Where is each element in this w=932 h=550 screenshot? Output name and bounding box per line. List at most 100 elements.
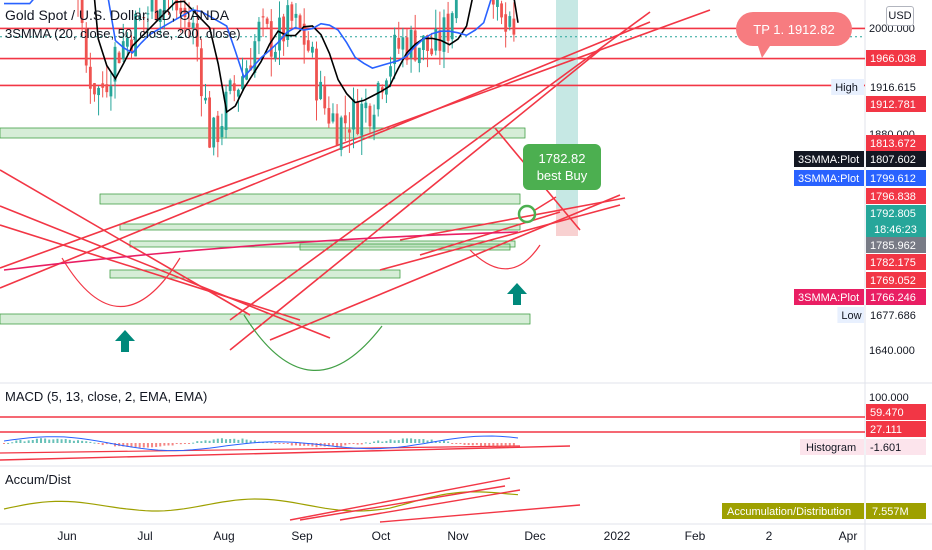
- candle-body: [496, 0, 499, 7]
- macd-histogram-bar: [401, 438, 404, 443]
- macd-histogram-bar: [475, 443, 478, 445]
- main-pane[interactable]: 1782.82 best Buy TP 1. 1912.82: [0, 0, 865, 371]
- macd-label-box: [866, 404, 926, 420]
- currency-button[interactable]: USD: [886, 6, 914, 26]
- macd-histogram-bar: [331, 443, 334, 446]
- candle-body: [142, 17, 146, 19]
- candle-body: [117, 52, 121, 64]
- macd-histogram-bar: [455, 443, 458, 444]
- macd-histogram-bar: [192, 442, 195, 444]
- time-tick-label: Apr: [839, 529, 858, 543]
- buy-marker: [517, 204, 537, 224]
- candle-body: [422, 35, 425, 50]
- macd-histogram-bar: [245, 439, 248, 443]
- macd-histogram-bar: [471, 443, 474, 446]
- macd-pane[interactable]: [0, 416, 865, 461]
- macd-histogram-bar: [237, 439, 240, 443]
- price-label: 1799.612: [870, 173, 916, 185]
- macd-histogram-bar: [381, 441, 384, 443]
- candle-body: [331, 113, 335, 122]
- macd-label: -1.601: [870, 442, 901, 454]
- time-tick-label: 2022: [604, 529, 631, 543]
- macd-histogram-bar: [426, 440, 429, 443]
- best-buy-price: 1782.82: [539, 151, 586, 166]
- time-axis[interactable]: Jun Jul Aug Sep Oct Nov Dec 2022 Feb 2 Apr: [57, 529, 857, 543]
- candle-body: [454, 0, 458, 19]
- candle-body: [401, 37, 405, 50]
- candle-body: [253, 41, 257, 73]
- candle-body: [195, 23, 199, 47]
- candle-body: [311, 46, 314, 53]
- candle-body: [368, 105, 372, 127]
- macd-histogram-bar: [504, 443, 507, 448]
- candle-body: [356, 101, 360, 134]
- candle-body: [273, 51, 277, 59]
- candle-body: [298, 15, 302, 29]
- series-tag: Low: [841, 310, 861, 322]
- support-zone: [0, 127, 526, 139]
- macd-histogram-bar: [155, 443, 158, 448]
- candle-body: [154, 0, 158, 20]
- candle-body: [372, 114, 376, 130]
- time-tick-label: Aug: [213, 529, 234, 543]
- candle-body: [397, 37, 401, 49]
- macd-histogram-bar: [159, 443, 162, 447]
- macd-histogram-bar: [278, 443, 281, 444]
- candle-body: [302, 23, 306, 45]
- macd-histogram-bar: [208, 440, 211, 443]
- indicator-legend[interactable]: 3SMMA (20, close, 50, close, 200, close): [5, 26, 241, 41]
- candle-body: [269, 21, 273, 57]
- series-tag-box: [794, 151, 864, 167]
- macd-trend-line: [0, 445, 571, 461]
- series-tag: 3SMMA:Plot: [798, 173, 859, 185]
- candle-body: [187, 22, 191, 28]
- candle-body: [315, 48, 318, 101]
- macd-histogram-bar: [216, 438, 219, 443]
- macd-legend[interactable]: MACD (5, 13, close, 2, EMA, EMA): [5, 389, 208, 404]
- best-buy-callout: [523, 144, 601, 190]
- macd-histogram-bar: [138, 443, 141, 448]
- macd-histogram-bar: [81, 440, 84, 443]
- candle-body: [389, 66, 392, 77]
- accum-dist-legend[interactable]: Accum/Dist: [5, 472, 71, 487]
- support-zone: [99, 193, 521, 205]
- candle-body: [360, 103, 364, 136]
- macd-histogram-bar: [163, 443, 166, 446]
- macd-histogram-bar: [336, 443, 339, 448]
- candle-body: [138, 16, 142, 19]
- macd-histogram-bar: [344, 443, 347, 446]
- candle-body: [393, 34, 397, 65]
- price-tick-label: 1640.000: [869, 345, 915, 357]
- macd-histogram-bar: [142, 443, 145, 448]
- macd-histogram-bar: [77, 440, 80, 443]
- price-label: 1796.838: [870, 191, 916, 203]
- candle-body: [364, 102, 368, 109]
- tp-label: TP 1. 1912.82: [753, 22, 834, 37]
- cup-arc: [61, 257, 181, 308]
- macd-histogram-bar: [442, 440, 445, 443]
- accum-dist-pane[interactable]: [3, 477, 581, 523]
- candle-body: [327, 108, 331, 124]
- price-label-box: [866, 96, 926, 112]
- macd-histogram-bar: [122, 443, 125, 447]
- candle-body: [212, 117, 216, 148]
- candle-body: [500, 3, 503, 18]
- macd-tick-label: 100.000: [869, 392, 909, 404]
- time-tick-label: Feb: [685, 529, 706, 543]
- candle-body: [97, 87, 100, 96]
- sma-lines: [3, 0, 519, 271]
- macd-histogram-bar: [496, 443, 499, 448]
- macd-line: [3, 435, 519, 452]
- candle-body: [306, 40, 310, 51]
- price-axis[interactable]: 2000.0001880.0001640.0001966.0381916.615…: [722, 23, 926, 519]
- candle-body: [491, 0, 495, 5]
- candle-body: [241, 76, 244, 90]
- time-tick-label: Nov: [447, 529, 468, 543]
- candle-body: [113, 46, 117, 82]
- macd-histogram-bar: [179, 443, 182, 445]
- candle-body: [405, 37, 409, 61]
- candle-body: [93, 83, 96, 95]
- macd-histogram-bar: [11, 442, 14, 444]
